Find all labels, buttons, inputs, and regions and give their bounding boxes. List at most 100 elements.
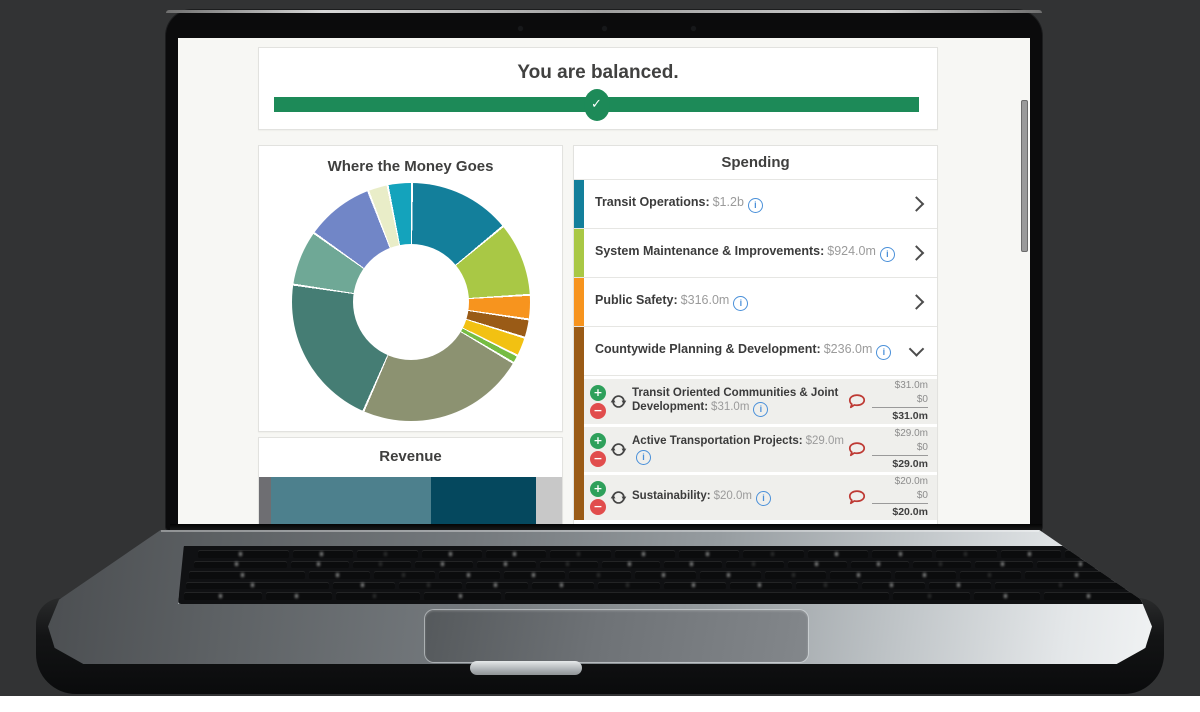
revenue-segment[interactable] — [536, 477, 562, 525]
revenue-segment[interactable] — [270, 477, 431, 525]
keyboard-key — [550, 550, 611, 558]
keyboard-key — [335, 592, 420, 600]
revenue-panel: Revenue — [258, 437, 563, 525]
keyboard-key — [936, 550, 997, 558]
chevron-right-icon[interactable] — [908, 196, 925, 212]
keyboard-key — [308, 571, 371, 579]
keyboard-key — [292, 550, 354, 558]
keyboard-row — [188, 571, 1136, 579]
panel-title: Revenue — [379, 448, 442, 465]
subitem-label: Sustainability: $20.0m i — [632, 489, 848, 506]
keyboard-key — [974, 592, 1041, 600]
keyboard-key — [726, 560, 785, 569]
increase-button[interactable]: + — [590, 480, 606, 497]
change-amount: $0 — [872, 489, 928, 505]
keyboard-key — [850, 560, 909, 569]
comment-bubble-icon[interactable] — [848, 393, 866, 410]
spending-row-transit-operations[interactable]: Transit Operations: $1.2b i — [574, 180, 937, 229]
laptop-screen-bezel: You are balanced. ✓ Where the Money Goes… — [166, 10, 1042, 530]
keyboard-key — [1044, 592, 1140, 600]
revenue-segment[interactable] — [259, 477, 271, 525]
keyboard-key — [399, 581, 462, 590]
donut-chart[interactable] — [292, 183, 530, 421]
keyboard-key — [1037, 560, 1131, 569]
keyboard-key — [539, 560, 598, 569]
subitem-label: Active Transportation Projects: $29.0mi — [632, 434, 848, 466]
increase-button[interactable]: + — [590, 384, 606, 401]
camera-dot — [602, 26, 607, 31]
keyboard-key — [198, 550, 289, 558]
keyboard-key — [184, 592, 262, 600]
keyboard-key — [807, 550, 869, 558]
keyboard-key — [1025, 571, 1136, 579]
balance-check-knob: ✓ — [583, 88, 610, 121]
keyboard-key — [265, 592, 332, 600]
keyboard-key — [788, 560, 847, 569]
decrease-button[interactable]: − — [590, 498, 606, 515]
keyboard-key — [485, 550, 547, 558]
keyboard-key — [193, 560, 287, 569]
reset-icon[interactable] — [610, 393, 627, 410]
trackpad — [425, 610, 808, 662]
info-icon[interactable]: i — [636, 450, 651, 466]
spending-row-label: Public Safety: $316.0m i — [595, 293, 784, 311]
comment-bubble-icon[interactable] — [848, 441, 866, 458]
check-icon: ✓ — [591, 97, 602, 112]
category-color-bar — [574, 229, 584, 277]
reset-icon[interactable] — [610, 441, 627, 458]
spending-header: Spending — [574, 146, 937, 180]
revenue-stacked-bar[interactable] — [259, 477, 562, 525]
keyboard-row — [193, 560, 1131, 569]
keyboard-key — [862, 581, 925, 590]
comment-bubble-icon[interactable] — [848, 489, 866, 506]
decrease-button[interactable]: − — [590, 402, 606, 419]
info-icon[interactable]: i — [753, 402, 769, 418]
info-icon[interactable]: i — [733, 296, 749, 311]
spending-row-countywide-planning[interactable]: Countywide Planning & Development: $236.0… — [584, 327, 937, 376]
keyboard-key — [679, 550, 740, 558]
keyboard-key — [421, 550, 482, 558]
keyboard-key — [743, 550, 804, 558]
spending-expanded-group: Countywide Planning & Development: $236.0… — [574, 327, 937, 520]
scrollbar[interactable] — [1021, 100, 1028, 252]
where-money-goes-panel: Where the Money Goes — [258, 145, 563, 432]
info-icon[interactable]: i — [876, 345, 892, 360]
base-amount: $31.0m — [894, 380, 928, 392]
amount-adjusters: + − — [590, 384, 606, 419]
category-color-bar — [574, 278, 584, 326]
reset-icon[interactable] — [610, 489, 627, 506]
keyboard-key — [415, 560, 474, 569]
keyboard-key — [796, 581, 859, 590]
keyboard-key — [374, 571, 436, 579]
keyboard-key — [531, 581, 594, 590]
laptop-lid-notch — [470, 661, 582, 675]
keyboard-key — [601, 560, 661, 569]
revenue-segment[interactable] — [430, 477, 537, 525]
spending-row-system-maintenance[interactable]: System Maintenance & Improvements: $924.0… — [574, 229, 937, 278]
keyboard-key — [994, 581, 1138, 590]
decrease-button[interactable]: − — [590, 450, 606, 467]
info-icon[interactable]: i — [747, 198, 763, 213]
keyboard-key — [504, 571, 566, 579]
chevron-right-icon[interactable] — [908, 294, 925, 310]
keyboard-key — [912, 560, 972, 569]
increase-button[interactable]: + — [590, 432, 606, 449]
info-icon[interactable]: i — [879, 247, 895, 262]
keyboard-key — [614, 550, 676, 558]
change-amount: $0 — [872, 441, 928, 457]
spending-row-public-safety[interactable]: Public Safety: $316.0m i — [574, 278, 937, 327]
keyboard-key — [1000, 550, 1062, 558]
panel-title: Where the Money Goes — [327, 158, 494, 175]
keyboard-key — [465, 581, 528, 590]
spending-panel: Spending Transit Operations: $1.2b i Syste… — [573, 145, 938, 525]
info-icon[interactable]: i — [755, 491, 771, 506]
balance-banner: You are balanced. ✓ — [258, 47, 938, 130]
keyboard-key — [895, 571, 957, 579]
spending-row-label: Transit Operations: $1.2b i — [595, 195, 799, 213]
keyboard-key — [730, 581, 793, 590]
keyboard-key — [569, 571, 631, 579]
subitem-label: Transit Oriented Communities & Joint Dev… — [632, 386, 848, 418]
total-amount: $29.0m — [892, 458, 928, 471]
amount-adjusters: + − — [590, 432, 606, 467]
